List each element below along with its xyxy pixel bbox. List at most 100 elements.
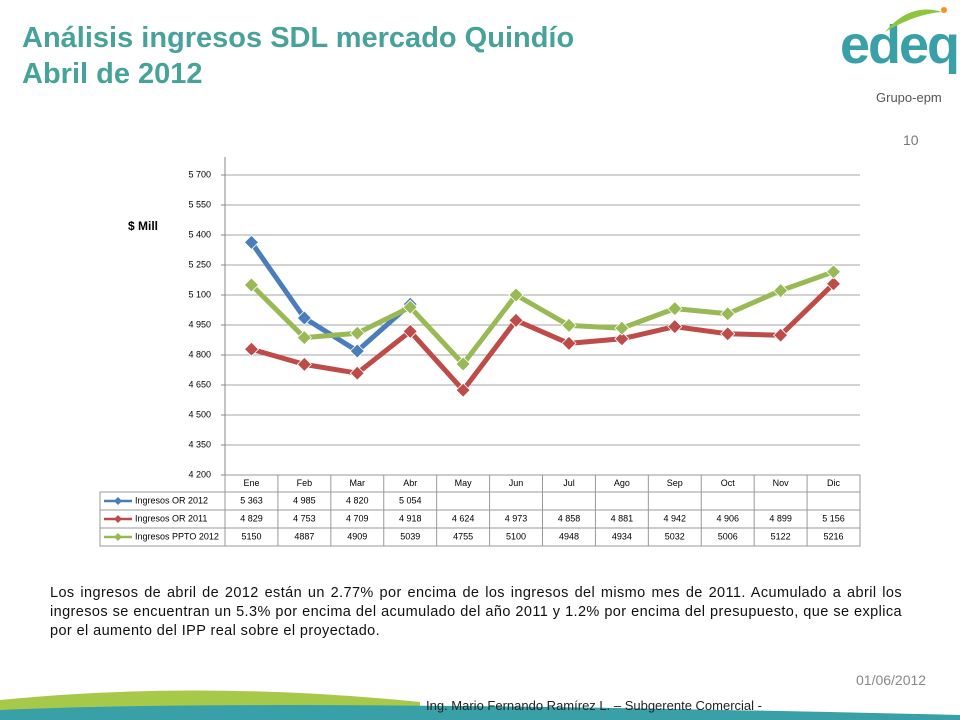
- data-point: [825, 276, 842, 292]
- table-cell: 4909: [347, 531, 367, 541]
- data-point: [243, 277, 260, 293]
- x-tick-label: Jun: [509, 478, 524, 488]
- table-cell: 4 985: [293, 495, 316, 505]
- page-number: 10: [903, 132, 919, 148]
- logo-group: Grupo-epm: [876, 90, 942, 105]
- data-point: [561, 317, 577, 333]
- table-cell: 5100: [506, 531, 526, 541]
- y-tick-label: 4 200: [188, 469, 211, 479]
- x-tick-label: Jul: [563, 478, 575, 488]
- data-point: [667, 319, 683, 335]
- paragraph: Los ingresos de abril de 2012 están un 2…: [50, 585, 902, 639]
- table-cell: 4 918: [399, 513, 422, 523]
- table-cell: 5216: [824, 531, 844, 541]
- table-cell: 5039: [400, 531, 420, 541]
- y-tick-label: 4 500: [188, 409, 211, 419]
- data-point: [402, 299, 418, 315]
- data-point: [773, 283, 789, 299]
- data-point: [455, 382, 471, 398]
- title-block: Análisis ingresos SDL mercado Quindío Ab…: [22, 20, 574, 92]
- table-cell: 4 973: [505, 513, 528, 523]
- legend-label: Ingresos PPTO 2012: [135, 531, 219, 541]
- x-tick-label: Oct: [721, 478, 736, 488]
- table-cell: 4755: [453, 531, 473, 541]
- table-cell: 5 363: [240, 495, 263, 505]
- data-point: [349, 365, 365, 381]
- table-cell: 4 829: [240, 513, 263, 523]
- table-cell: 5006: [718, 531, 738, 541]
- title: Análisis ingresos SDL mercado Quindío: [22, 22, 575, 54]
- data-point: [773, 327, 789, 343]
- series-line: [249, 269, 835, 367]
- chart: $ Mill 4 200 4 350 4 500 4 650 4 800 4 950 5 10…: [99, 157, 861, 547]
- data-point: [243, 341, 260, 357]
- y-tick-label: 5 400: [188, 229, 211, 239]
- data-point: [349, 325, 365, 341]
- table-cell: 4 906: [716, 513, 739, 523]
- table-cell: 4 858: [558, 513, 581, 523]
- table-cell: 5150: [241, 531, 261, 541]
- legend-label: Ingresos OR 2011: [135, 513, 207, 523]
- data-point: [614, 320, 630, 336]
- y-axis-label: $ Mill: [128, 219, 158, 233]
- y-tick-label: 5 700: [188, 169, 211, 179]
- y-tick-label: 4 800: [188, 349, 211, 359]
- table-cell: 5 156: [822, 513, 845, 523]
- table-cell: 4 942: [664, 513, 687, 523]
- table-cell: 4 624: [452, 513, 475, 523]
- legend-marker: [114, 515, 122, 523]
- y-tick-label: 5 550: [188, 199, 211, 209]
- legend-marker: [114, 533, 122, 541]
- footer-wave: [0, 690, 960, 720]
- data-point: [296, 330, 312, 346]
- x-tick-label: Ago: [614, 478, 630, 488]
- series-line: [250, 282, 836, 393]
- logo-leaf: [885, 7, 947, 32]
- table-cell: 4 881: [611, 513, 634, 523]
- x-tick-label: Sep: [667, 478, 683, 488]
- y-tick-label: 4 350: [188, 439, 211, 449]
- data-point: [720, 306, 736, 322]
- data-point: [508, 287, 524, 303]
- table-cell: 4 709: [346, 513, 369, 523]
- data-point: [402, 323, 418, 339]
- x-tick-label: Ene: [243, 478, 259, 488]
- legend-marker: [114, 497, 122, 505]
- data-point: [561, 335, 577, 351]
- data-point: [243, 234, 260, 250]
- data-point: [508, 312, 524, 328]
- subtitle: Abril de 2012: [22, 58, 203, 90]
- table-cell: 4 753: [293, 513, 316, 523]
- data-point: [296, 310, 312, 326]
- table-cell: 4 899: [769, 513, 792, 523]
- table-cell: 4 820: [346, 495, 369, 505]
- data-point: [614, 331, 630, 347]
- data-point: [349, 343, 365, 359]
- y-tick-label: 5 250: [188, 259, 211, 269]
- table-cell: 5032: [665, 531, 685, 541]
- table-cell: 5 054: [399, 495, 422, 505]
- y-tick-label: 4 650: [188, 379, 211, 389]
- table-cell: 4948: [559, 531, 579, 541]
- data-point: [455, 356, 471, 372]
- y-tick-label: 5 100: [188, 289, 211, 299]
- logo-brand: edeq: [840, 15, 960, 75]
- legend-label: Ingresos OR 2012: [135, 495, 208, 505]
- x-tick-label: Abr: [403, 478, 417, 488]
- x-tick-label: May: [455, 478, 473, 488]
- x-tick-label: Mar: [350, 478, 366, 488]
- x-tick-label: Dic: [827, 478, 840, 488]
- y-tick-label: 4 950: [188, 319, 211, 329]
- footer: Ing. Mario Fernando Ramírez L. – Subgere…: [426, 698, 762, 713]
- data-point: [667, 301, 683, 317]
- x-tick-label: Feb: [297, 478, 313, 488]
- x-tick-label: Nov: [773, 478, 790, 488]
- table-cell: 5122: [771, 531, 791, 541]
- data-point: [825, 264, 842, 280]
- data-point: [720, 326, 736, 342]
- date: 01/06/2012: [856, 672, 927, 688]
- data-point: [296, 356, 312, 372]
- table-cell: 4887: [294, 531, 314, 541]
- table-cell: 4934: [612, 531, 632, 541]
